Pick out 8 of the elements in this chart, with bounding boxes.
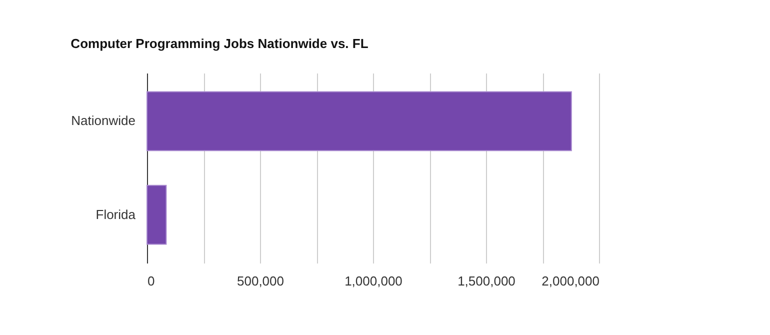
x-tick-label: 1,000,000 (344, 274, 402, 288)
x-tick-label: 500,000 (237, 274, 284, 288)
y-tick-label: Florida (96, 206, 136, 222)
x-tick-label: 0 (148, 274, 155, 288)
x-tick-label: 2,000,000 (542, 274, 600, 288)
chart-title: Computer Programming Jobs Nationwide vs. FL (70, 36, 368, 51)
y-tick-label: Nationwide (71, 113, 136, 128)
x-tick-label: 1,500,000 (458, 274, 516, 288)
